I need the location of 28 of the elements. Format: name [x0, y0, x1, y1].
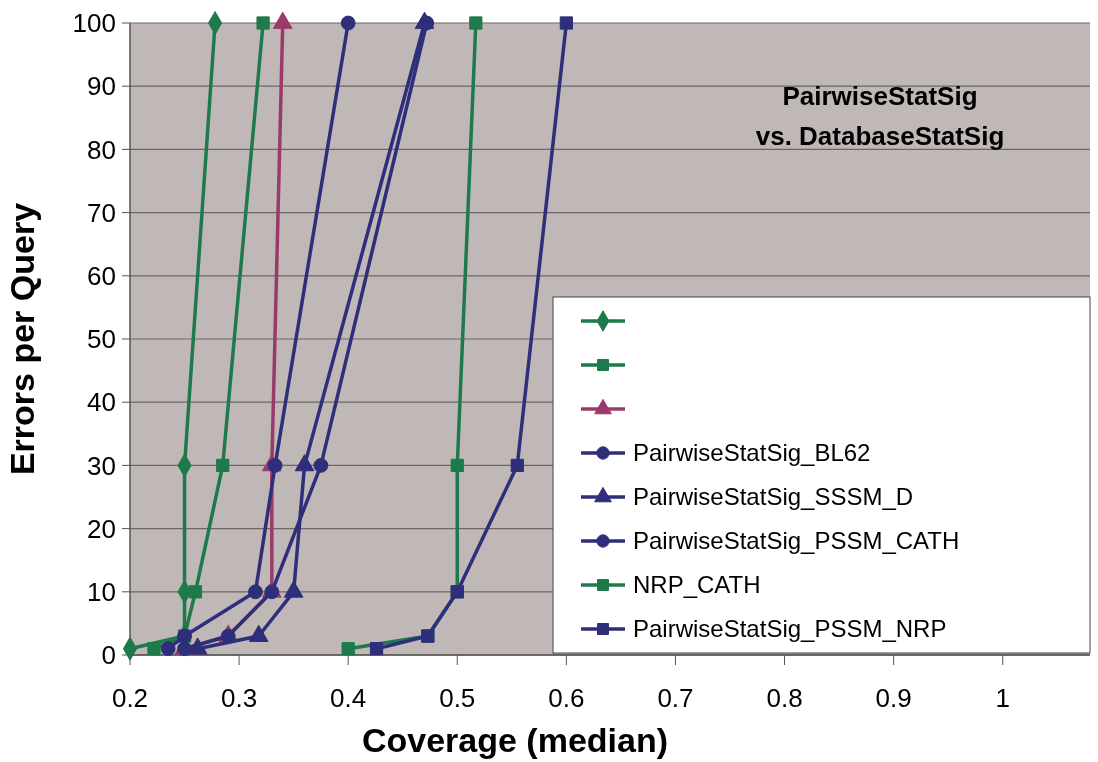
- legend-label: PairwiseStatSig_PSSM_CATH: [633, 527, 960, 555]
- y-tick-label: 100: [72, 8, 116, 39]
- y-tick-label: 70: [87, 197, 116, 228]
- x-tick-label: 0.3: [221, 683, 258, 713]
- y-axis-title: Errors per Query: [3, 202, 41, 476]
- y-tick-label: 80: [87, 134, 116, 165]
- x-tick-label: 0.5: [439, 683, 476, 713]
- legend-label: PairwiseStatSig_BL62: [633, 439, 871, 467]
- y-tick-label: 40: [87, 387, 116, 418]
- legend-label: PairwiseStatSig_SSSM_D: [633, 483, 914, 511]
- x-tick-label: 1: [995, 683, 1010, 713]
- x-tick-label: 0.8: [766, 683, 803, 713]
- y-tick-label: 10: [87, 576, 116, 607]
- x-tick-label: 0.9: [875, 683, 912, 713]
- legend-label: NRP_CATH: [633, 571, 761, 599]
- y-tick-label: 50: [87, 324, 116, 355]
- x-tick-label: 0.7: [657, 683, 694, 713]
- y-tick-label: 0: [101, 640, 116, 671]
- x-tick-label: 0.2: [111, 683, 149, 713]
- y-tick-label: 60: [87, 260, 116, 291]
- x-tick-label: 0.6: [548, 683, 585, 713]
- legend-label: PairwiseStatSig_PSSM_NRP: [633, 615, 947, 643]
- y-tick-label: 90: [87, 71, 116, 102]
- y-tick-label: 30: [87, 450, 116, 481]
- text: PairwiseStatSig vs. DatabaseStatSig: [755, 81, 1005, 151]
- y-tick-label: 20: [87, 513, 116, 544]
- x-axis-title: Coverage (median): [361, 721, 669, 759]
- x-tick-label: 0.4: [330, 683, 367, 713]
